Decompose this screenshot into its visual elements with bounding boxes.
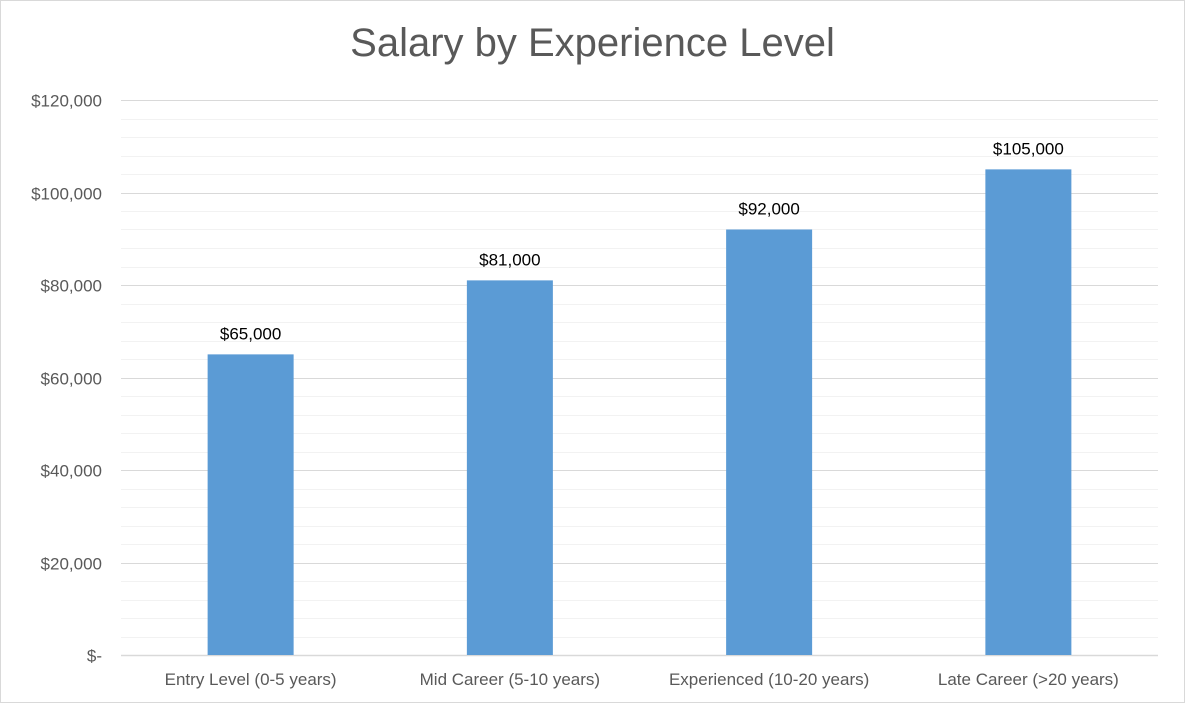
- x-tick-label: Mid Career (5-10 years): [420, 670, 600, 689]
- x-tick-label: Entry Level (0-5 years): [165, 670, 337, 689]
- x-tick-label: Late Career (>20 years): [938, 670, 1119, 689]
- y-tick-label: $-: [87, 647, 102, 666]
- bar-value-label: $92,000: [738, 200, 799, 219]
- y-tick-label: $40,000: [41, 462, 102, 481]
- grid-lines: [121, 100, 1158, 657]
- bar-value-label: $65,000: [220, 324, 281, 343]
- chart-title: Salary by Experience Level: [350, 21, 835, 65]
- bar-value-label: $105,000: [993, 139, 1064, 158]
- bar: [985, 169, 1072, 655]
- y-tick-label: $120,000: [31, 92, 102, 111]
- x-tick-label: Experienced (10-20 years): [669, 670, 869, 689]
- bar: [207, 354, 294, 655]
- y-tick-label: $60,000: [41, 370, 102, 389]
- x-axis: Entry Level (0-5 years) Mid Career (5-10 …: [165, 670, 1119, 689]
- data-labels: $65,000 $81,000 $92,000 $105,000: [220, 139, 1064, 343]
- bars: [207, 169, 1072, 655]
- y-axis: $- $20,000 $40,000 $60,000 $80,000 $100,000 $1…: [31, 92, 102, 666]
- y-tick-label: $20,000: [41, 555, 102, 574]
- bar: [466, 280, 553, 655]
- y-tick-label: $80,000: [41, 277, 102, 296]
- bar-value-label: $81,000: [479, 250, 540, 269]
- y-tick-label: $100,000: [31, 185, 102, 204]
- bar: [726, 229, 813, 655]
